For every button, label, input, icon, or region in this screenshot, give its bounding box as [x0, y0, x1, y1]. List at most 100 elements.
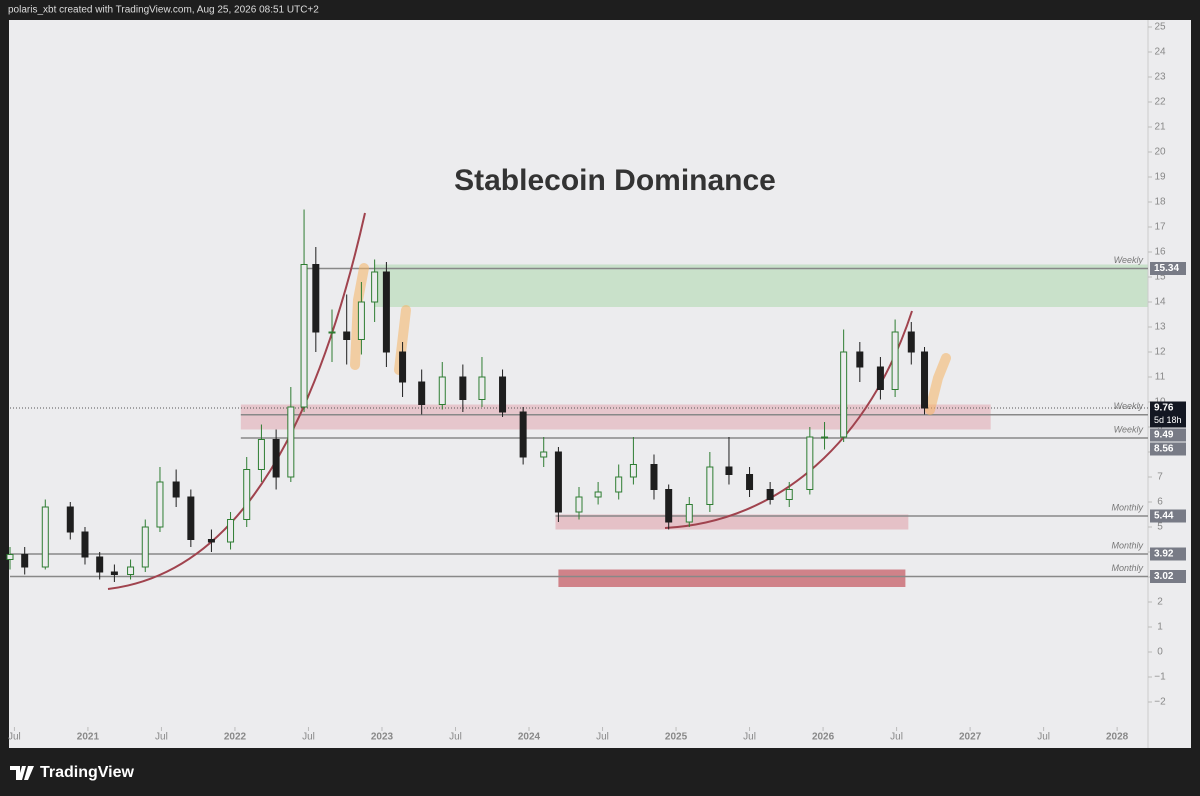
- candle-body: [399, 351, 407, 383]
- zones: [240, 264, 1148, 587]
- x-tick-label: 2021: [77, 732, 100, 743]
- price-label-box: [1150, 547, 1186, 561]
- candle-body: [287, 406, 295, 478]
- candle-body: [243, 469, 251, 520]
- level-name: Monthly: [1111, 540, 1143, 550]
- y-tick-label: −1: [1154, 672, 1166, 683]
- y-tick-label: −2: [1154, 697, 1166, 708]
- zone: [558, 569, 906, 587]
- x-tick-label: Jul: [302, 732, 315, 743]
- price-label-box: [1150, 570, 1186, 583]
- candle-body: [685, 504, 693, 523]
- y-tick-label: 23: [1154, 72, 1166, 83]
- y-tick-label: 25: [1154, 22, 1166, 33]
- brand-name: TradingView: [40, 764, 135, 781]
- y-tick-label: 12: [1154, 347, 1166, 358]
- candle-body: [554, 451, 562, 513]
- candle-body: [766, 489, 774, 500]
- candle-body: [227, 519, 235, 543]
- candle-body: [66, 506, 74, 533]
- price-label: 9.49: [1154, 430, 1174, 441]
- x-tick-label: 2026: [812, 732, 835, 743]
- x-tick-label: Jul: [743, 732, 756, 743]
- candle-body: [207, 539, 215, 543]
- candle-body: [156, 481, 164, 528]
- candle-body: [272, 439, 280, 478]
- highlight: [925, 353, 951, 415]
- candle-body: [594, 491, 602, 498]
- x-tick-label: 2025: [665, 732, 688, 743]
- candle-body: [840, 351, 848, 438]
- chart-area: [9, 20, 1191, 748]
- chart-title: Stablecoin Dominance: [454, 164, 776, 197]
- candle-body: [575, 496, 583, 513]
- candle-body: [343, 331, 351, 340]
- price-label-box: [1150, 428, 1186, 442]
- candle-body: [6, 554, 14, 560]
- x-tick-label: 2023: [371, 732, 394, 743]
- candle-body: [746, 474, 754, 490]
- candle-body: [312, 264, 320, 333]
- y-tick-label: 0: [1157, 647, 1163, 658]
- price-label: 8.56: [1154, 444, 1174, 455]
- x-tick-label: Jul: [890, 732, 903, 743]
- level-name: Weekly: [1114, 424, 1144, 434]
- y-tick-label: 22: [1154, 97, 1166, 108]
- candle-body: [706, 466, 714, 505]
- zone: [374, 264, 1148, 307]
- y-tick-label: 17: [1154, 222, 1166, 233]
- candle-body: [615, 476, 623, 493]
- countdown: 5d 18h: [1154, 415, 1182, 425]
- levels: Weekly Weekly Weekly Monthly Monthly Monthly: [10, 255, 1148, 578]
- x-tick-label: 2024: [518, 732, 541, 743]
- candle-body: [438, 376, 446, 405]
- y-tick-label: 6: [1157, 497, 1163, 508]
- zone: [555, 514, 909, 530]
- y-tick-label: 15: [1154, 272, 1166, 283]
- highlight: [350, 263, 369, 370]
- x-tick-label: Jul: [1037, 732, 1050, 743]
- candle-body: [891, 331, 899, 390]
- x-tick-label: 2027: [959, 732, 982, 743]
- y-tick-label: 21: [1154, 122, 1166, 133]
- y-tick-label: 24: [1154, 47, 1166, 58]
- y-tick-label: 18: [1154, 197, 1166, 208]
- candle-body: [478, 376, 486, 400]
- candle-body: [499, 376, 507, 413]
- candles: [6, 209, 929, 582]
- header: polaris_xbt created with TradingView.com…: [8, 5, 319, 16]
- candle-body: [127, 566, 135, 575]
- candle-body: [110, 571, 118, 575]
- candle-body: [418, 381, 426, 405]
- price-label-box: [1150, 509, 1186, 523]
- price-label: 3.92: [1154, 549, 1174, 560]
- candle-body: [665, 489, 673, 523]
- brand-logo: [10, 766, 34, 780]
- price-label: 3.02: [1154, 571, 1174, 582]
- level-name: Monthly: [1111, 502, 1143, 512]
- candle-body: [907, 331, 915, 353]
- y-tick-label: 2: [1157, 597, 1163, 608]
- candle-body: [257, 439, 265, 470]
- candle-body: [328, 331, 336, 334]
- candle-body: [519, 411, 527, 458]
- candle-body: [650, 464, 658, 490]
- price-label: 5.44: [1154, 511, 1174, 522]
- price-label: 15.34: [1154, 263, 1179, 274]
- candle-body: [629, 464, 637, 478]
- candle-body: [856, 351, 864, 368]
- y-tick-label: 11: [1155, 372, 1166, 383]
- zone: [240, 404, 991, 430]
- level-name: Weekly: [1114, 401, 1144, 411]
- x-tick-label: 2028: [1106, 732, 1129, 743]
- candle-body: [300, 264, 308, 408]
- x-tick-label: Jul: [8, 732, 21, 743]
- candle-body: [172, 481, 180, 498]
- candle-body: [821, 436, 829, 439]
- candle-body: [357, 301, 365, 340]
- candle-body: [382, 271, 390, 353]
- level-name: Weekly: [1114, 255, 1144, 265]
